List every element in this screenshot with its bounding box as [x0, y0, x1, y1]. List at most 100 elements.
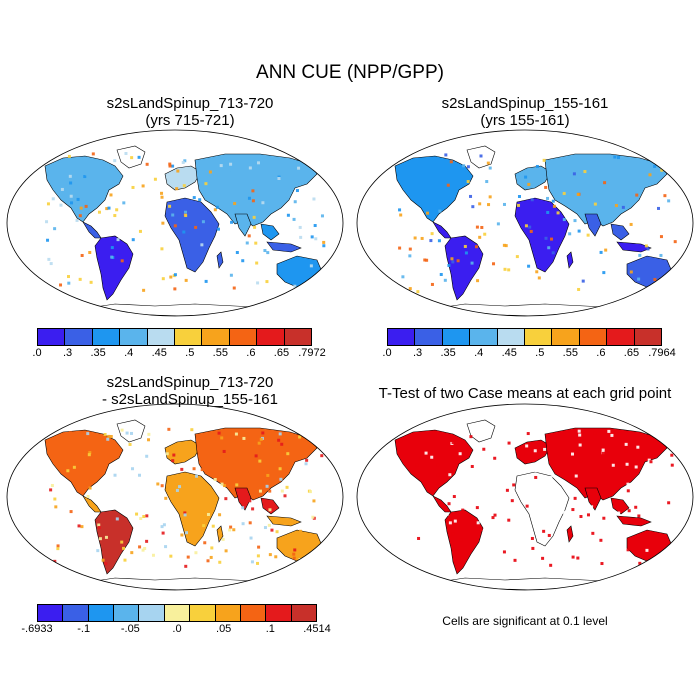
- continent-australia: [626, 529, 674, 563]
- data-cell: [54, 505, 58, 509]
- continent-north-america: [44, 155, 124, 223]
- data-cell: [268, 489, 272, 493]
- data-cell: [496, 222, 500, 226]
- data-cell: [192, 467, 196, 471]
- data-cell: [283, 494, 287, 498]
- data-cell: [616, 539, 620, 543]
- data-cell: [250, 560, 254, 564]
- data-cell: [131, 467, 135, 471]
- data-cell: [181, 160, 185, 164]
- data-cell: [401, 275, 405, 279]
- map-border: [356, 129, 694, 317]
- colorbar-tick-label: .5: [535, 347, 545, 359]
- data-cell: [605, 565, 609, 569]
- data-cell: [626, 482, 630, 486]
- data-cell: [255, 261, 259, 265]
- data-cell: [80, 253, 84, 257]
- data-cell: [637, 277, 641, 281]
- data-cell: [556, 211, 560, 215]
- data-cell: [304, 462, 308, 466]
- data-cell: [562, 218, 566, 222]
- data-cell: [98, 537, 102, 541]
- data-cell: [593, 431, 597, 435]
- data-cell: [265, 484, 269, 488]
- data-cell: [135, 512, 139, 516]
- data-cell: [532, 446, 536, 450]
- data-cell: [488, 166, 492, 170]
- data-cell: [256, 161, 260, 165]
- data-cell: [504, 244, 508, 248]
- data-cell: [561, 510, 565, 514]
- data-cell: [515, 448, 519, 452]
- data-cell: [77, 524, 81, 528]
- data-cell: [604, 510, 608, 514]
- data-cell: [546, 196, 550, 200]
- data-cell: [497, 471, 501, 475]
- data-cell: [551, 199, 555, 203]
- data-cell: [462, 164, 466, 168]
- data-cell: [66, 275, 70, 279]
- data-cell: [458, 452, 462, 456]
- continent-india: [234, 487, 252, 511]
- data-cell: [234, 175, 238, 179]
- data-cell: [115, 208, 119, 212]
- data-cell: [503, 267, 507, 271]
- continent-australia: [276, 529, 324, 563]
- data-cell: [507, 268, 511, 272]
- data-cell: [66, 469, 70, 473]
- data-cell: [248, 521, 252, 525]
- data-cell: [267, 523, 271, 527]
- data-cell: [601, 451, 605, 455]
- data-cell: [141, 184, 145, 188]
- data-cell: [120, 259, 124, 263]
- data-cell: [186, 555, 190, 559]
- data-cell: [156, 482, 160, 486]
- data-cell: [487, 203, 491, 207]
- data-cell: [213, 208, 217, 212]
- data-cell: [479, 528, 483, 532]
- data-cell: [308, 490, 312, 494]
- data-cell: [97, 526, 101, 530]
- data-cell: [417, 536, 421, 540]
- data-cell: [451, 260, 455, 264]
- data-cell: [610, 433, 614, 437]
- colorbar-swatch: [470, 329, 498, 345]
- data-cell: [574, 474, 578, 478]
- data-cell: [546, 210, 550, 214]
- data-cell: [464, 251, 468, 255]
- data-cell: [275, 530, 279, 534]
- continent-africa: [164, 197, 220, 273]
- data-cell: [524, 224, 528, 228]
- data-cell: [241, 506, 245, 510]
- colorbar-tick-label: .4514: [303, 623, 331, 635]
- data-cell: [258, 459, 262, 463]
- data-cell: [506, 470, 510, 474]
- continent-antarctica: [74, 577, 276, 590]
- panel-1-title: s2sLandSpinup_713-720 (yrs 715-721): [20, 95, 360, 129]
- data-cell: [460, 482, 464, 486]
- data-cell: [650, 439, 654, 443]
- data-cell: [617, 511, 621, 515]
- data-cell: [96, 549, 100, 553]
- data-cell: [531, 549, 535, 553]
- colorbar-tick-label: .7972: [298, 347, 326, 359]
- data-cell: [184, 214, 188, 218]
- data-cell: [530, 198, 534, 202]
- data-cell: [72, 465, 76, 469]
- data-cell: [183, 159, 187, 163]
- panel-1-title-line1: s2sLandSpinup_713-720: [106, 95, 274, 112]
- data-cell: [512, 483, 516, 487]
- data-cell: [662, 514, 666, 518]
- colorbar-panel-1: [37, 328, 312, 346]
- data-cell: [408, 254, 412, 258]
- data-cell: [172, 453, 176, 457]
- data-cell: [142, 288, 146, 292]
- data-cell: [667, 199, 671, 203]
- data-cell: [256, 561, 260, 565]
- data-cell: [577, 229, 581, 233]
- data-cell: [219, 164, 223, 168]
- data-cell: [222, 449, 226, 453]
- data-cell: [235, 483, 239, 487]
- data-cell: [626, 548, 630, 552]
- data-cell: [629, 222, 633, 226]
